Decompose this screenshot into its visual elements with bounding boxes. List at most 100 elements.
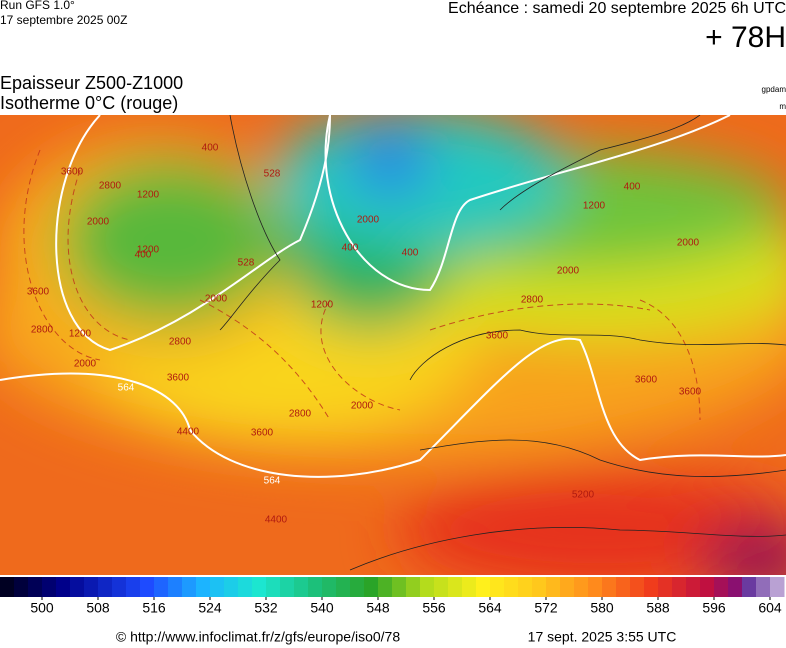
contour-label: 2800 — [99, 181, 122, 192]
contour-label: 400 — [202, 143, 219, 154]
contour-label: 400 — [402, 248, 419, 259]
colorbar-swatch — [56, 577, 71, 597]
colorbar-swatch — [742, 577, 757, 597]
colorbar-swatch — [406, 577, 421, 597]
colorbar-swatch — [448, 577, 463, 597]
colorbar-swatch — [728, 577, 743, 597]
colorbar-swatch — [616, 577, 631, 597]
colorbar-swatch — [0, 577, 15, 597]
colorbar-swatch — [126, 577, 141, 597]
footer-time: 17 sept. 2025 3:55 UTC — [528, 629, 677, 645]
contour-label: 1200 — [137, 190, 160, 201]
colorbar-swatch — [98, 577, 113, 597]
colorbar-label: 556 — [422, 600, 446, 616]
colorbar-swatch — [574, 577, 589, 597]
lead-time: + 78H — [705, 21, 786, 54]
colorbar-swatch — [588, 577, 603, 597]
coastlines — [219, 115, 786, 571]
contour-label: 400 — [624, 182, 641, 193]
contour-label: 2000 — [74, 359, 97, 370]
contour-label: 528 — [264, 169, 281, 180]
colorbar-swatch — [168, 577, 183, 597]
colorbar-swatch — [392, 577, 407, 597]
colorbar-swatch — [336, 577, 351, 597]
contour-label: 5200 — [572, 490, 595, 501]
contour-label: 2800 — [31, 325, 54, 336]
contour-label: 3600 — [167, 373, 190, 384]
colorbar-label: 516 — [142, 600, 166, 616]
contour-label: 2000 — [677, 238, 700, 249]
unit-2: m — [779, 102, 786, 111]
contour-label: 2000 — [205, 294, 228, 305]
contour-label: 2000 — [351, 401, 374, 412]
colorbar-swatch — [84, 577, 99, 597]
colorbar-label: 532 — [254, 600, 278, 616]
colorbar-label: 508 — [86, 600, 110, 616]
contour-label: 528 — [238, 258, 255, 269]
colorbar-swatch — [700, 577, 715, 597]
colorbar-swatch — [280, 577, 295, 597]
colorbar-swatch — [644, 577, 659, 597]
colorbar-swatch — [546, 577, 561, 597]
colorbar-swatch — [420, 577, 435, 597]
colorbar-swatch — [182, 577, 197, 597]
contour-label: 1200 — [69, 329, 92, 340]
contour-label: 2000 — [357, 215, 380, 226]
colorbar-swatch — [462, 577, 477, 597]
colorbar-swatch — [602, 577, 617, 597]
colorbar-swatch — [266, 577, 281, 597]
colorbar-label: 548 — [366, 600, 390, 616]
colorbar-swatch — [658, 577, 673, 597]
contour-label: 564 — [118, 383, 135, 394]
contour-label: 3600 — [635, 375, 658, 386]
contour-label: 3600 — [679, 387, 702, 398]
contour-label: 4400 — [177, 427, 200, 438]
contour-label: 2800 — [289, 409, 312, 420]
colorbar-swatch — [560, 577, 575, 597]
colorbar-swatch — [686, 577, 701, 597]
colorbar-swatch — [210, 577, 225, 597]
colorbar-swatch — [140, 577, 155, 597]
contour-label: 2800 — [169, 337, 192, 348]
colorbar-swatch — [504, 577, 519, 597]
contour-label: 3600 — [27, 287, 50, 298]
colorbar-label: 572 — [534, 600, 558, 616]
contour-label: 564 — [264, 476, 281, 487]
colorbar-swatch — [378, 577, 393, 597]
contour-label: 1200 — [137, 245, 160, 256]
colorbar-swatch — [196, 577, 211, 597]
colorbar-swatch — [238, 577, 253, 597]
contour-label: 1200 — [311, 300, 334, 311]
colorbar-label: 596 — [702, 600, 726, 616]
colorbar-label: 540 — [310, 600, 334, 616]
colorbar-swatch — [476, 577, 491, 597]
colorbar-swatch — [252, 577, 267, 597]
contour-label: 2000 — [557, 266, 580, 277]
colorbar-swatch — [532, 577, 547, 597]
run-date: 17 septembre 2025 00Z — [0, 13, 127, 27]
contour-label: 3600 — [486, 331, 509, 342]
colorbar-swatch — [756, 577, 771, 597]
colorbar-label: 588 — [646, 600, 670, 616]
footer-source: © http://www.infoclimat.fr/z/gfs/europe/… — [116, 629, 400, 645]
colorbar-label: 500 — [30, 600, 54, 616]
colorbar-swatch — [14, 577, 29, 597]
colorbar-swatch — [70, 577, 85, 597]
contour-label: 400 — [342, 243, 359, 254]
colorbar-swatch — [224, 577, 239, 597]
map-field: 3600 2800 2000 1200 400 1200 400 3600 2800 2000 12… — [0, 115, 786, 575]
colorbar-label: 604 — [758, 600, 782, 616]
colorbar-swatch — [630, 577, 645, 597]
colorbar-swatch — [112, 577, 127, 597]
colorbar-swatch — [518, 577, 533, 597]
colorbar-swatch — [294, 577, 309, 597]
contour-label: 2800 — [521, 295, 544, 306]
contour-label: 1200 — [583, 201, 606, 212]
colorbar-swatch — [364, 577, 379, 597]
colorbar-swatch — [308, 577, 323, 597]
colorbar-swatch — [770, 577, 785, 597]
colorbar-swatch — [714, 577, 729, 597]
colorbar-swatch — [672, 577, 687, 597]
thickness-contours — [0, 115, 786, 478]
